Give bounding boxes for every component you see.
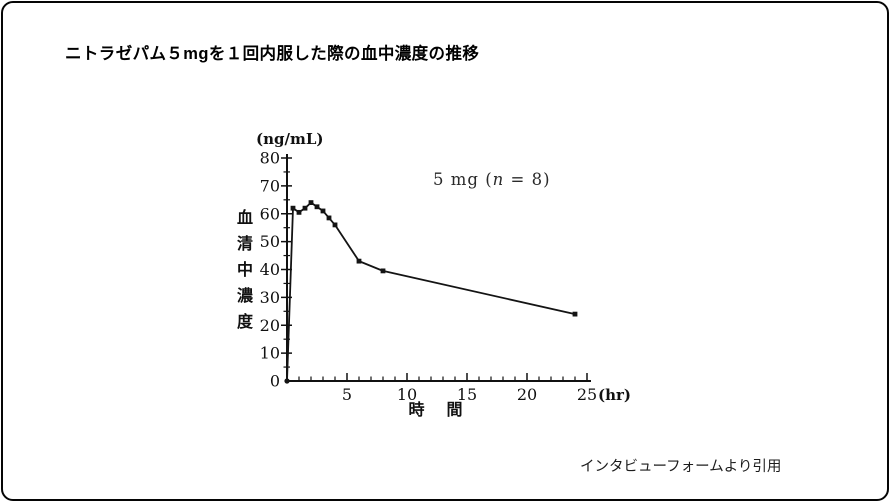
y-axis-title: 血清中濃度 xyxy=(234,209,253,339)
svg-text:30: 30 xyxy=(260,288,280,307)
x-axis-unit-label: (hr) xyxy=(598,386,631,404)
svg-text:20: 20 xyxy=(517,385,537,404)
svg-text:10: 10 xyxy=(260,344,280,363)
svg-text:10: 10 xyxy=(397,385,417,404)
svg-text:40: 40 xyxy=(260,260,280,279)
data-point xyxy=(290,205,296,211)
data-point xyxy=(332,222,338,228)
svg-text:80: 80 xyxy=(260,149,280,168)
axes: 0 10 20 30 40 50 60 70 80 5 10 15 20 25 xyxy=(260,149,598,405)
data-point xyxy=(314,204,320,210)
svg-text:20: 20 xyxy=(260,316,280,335)
svg-text:15: 15 xyxy=(457,385,477,404)
data-point xyxy=(296,209,302,215)
svg-text:25: 25 xyxy=(577,385,597,404)
source-caption: インタビューフォームより引用 xyxy=(580,459,782,475)
y-axis-unit-label: (ng/mL) xyxy=(256,130,324,148)
data-point xyxy=(572,311,578,317)
svg-text:5: 5 xyxy=(342,385,352,404)
series-legend: 5 mg (n = 8) xyxy=(433,170,551,189)
data-series xyxy=(284,200,578,384)
data-point xyxy=(320,208,326,214)
svg-text:50: 50 xyxy=(260,232,280,251)
svg-text:0: 0 xyxy=(270,372,280,391)
data-point xyxy=(284,378,290,384)
data-point xyxy=(356,258,362,264)
legend-n-symbol: n xyxy=(493,170,505,189)
data-point xyxy=(380,268,386,274)
svg-text:70: 70 xyxy=(260,176,280,195)
x-axis-title: 時 間 xyxy=(408,400,465,419)
data-point xyxy=(308,200,314,205)
svg-text:60: 60 xyxy=(260,204,280,223)
legend-dose: 5 mg ( xyxy=(433,170,493,189)
data-point xyxy=(326,215,332,221)
data-point xyxy=(302,205,308,211)
figure-title: ニトラゼパム５mgを１回内服した際の血中濃度の推移 xyxy=(65,45,480,63)
legend-n-value: = 8) xyxy=(504,170,550,189)
